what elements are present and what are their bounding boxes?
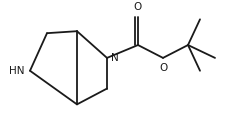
Text: O: O xyxy=(133,2,141,12)
Text: HN: HN xyxy=(8,66,24,76)
Text: N: N xyxy=(111,53,119,63)
Text: O: O xyxy=(159,63,167,73)
